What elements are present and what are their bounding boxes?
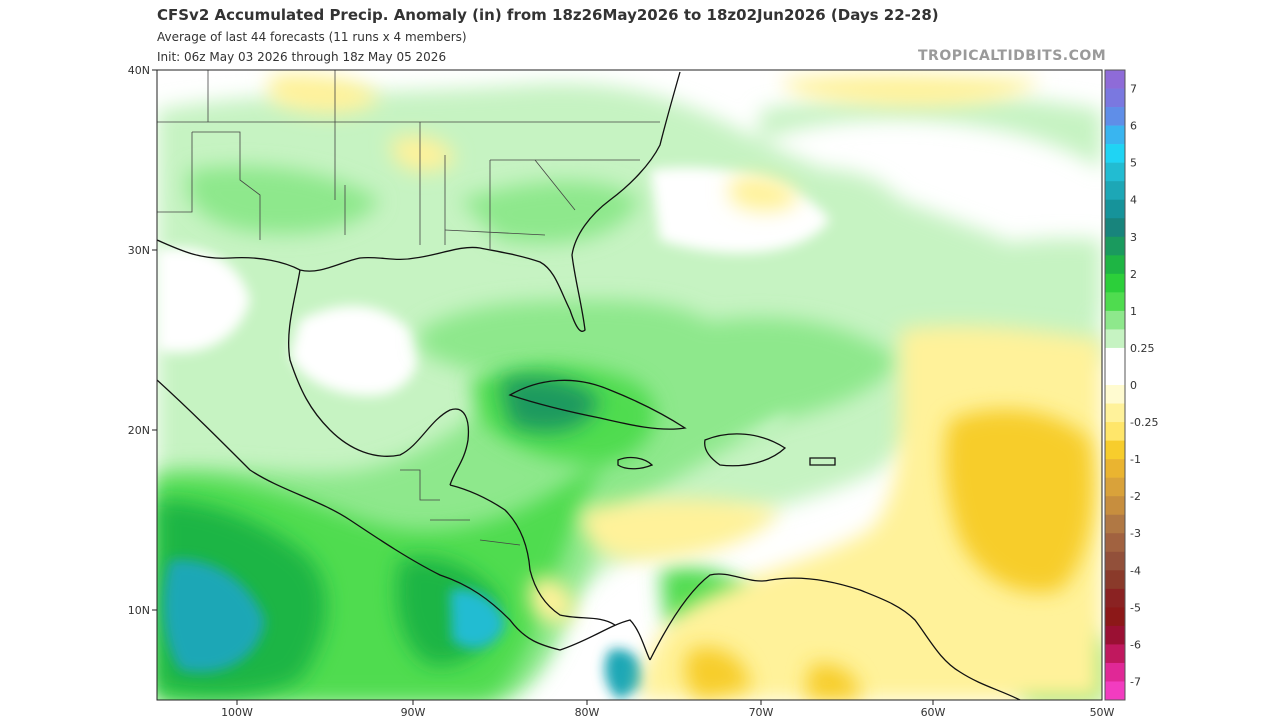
colorbar-swatch (1105, 496, 1125, 516)
colorbar-swatch (1105, 366, 1125, 386)
colorbar-swatch (1105, 70, 1125, 89)
colorbar-swatch (1105, 514, 1125, 534)
colorbar-label: 2 (1130, 268, 1137, 281)
colorbar-label: -2 (1130, 490, 1141, 503)
colorbar-swatch (1105, 181, 1125, 201)
colorbar-label: 0 (1130, 379, 1137, 392)
colorbar-swatch (1105, 607, 1125, 627)
lat-label-10n: 10N (128, 604, 150, 617)
colorbar-label: -6 (1130, 638, 1141, 651)
colorbar-swatch (1105, 347, 1125, 367)
lon-label-70w: 70W (749, 706, 774, 719)
anomaly-field (157, 70, 1102, 700)
brand-watermark: TROPICALTIDBITS.COM (918, 48, 1107, 64)
lon-label-60w: 60W (921, 706, 946, 719)
lat-label-30n: 30N (128, 244, 150, 257)
map-subtitle-init: Init: 06z May 03 2026 through 18z May 05… (157, 50, 447, 64)
colorbar-swatch (1105, 551, 1125, 571)
colorbar-label: 5 (1130, 157, 1137, 170)
lat-label-40n: 40N (128, 64, 150, 77)
colorbar-label: 1 (1130, 305, 1137, 318)
political-borders (157, 70, 660, 546)
coastlines (157, 71, 1021, 700)
colorbar-swatch (1105, 199, 1125, 219)
colorbar-swatch (1105, 255, 1125, 275)
colorbar-swatch (1105, 403, 1125, 423)
colorbar-swatch (1105, 422, 1125, 441)
colorbar-swatch (1105, 329, 1125, 349)
longitude-axis: 100W 90W 80W 70W 60W 50W (221, 700, 1115, 719)
colorbar-swatch (1105, 218, 1125, 238)
colorbar-swatch (1105, 662, 1125, 682)
colorbar-label: -3 (1130, 527, 1141, 540)
colorbar-swatch (1105, 236, 1125, 256)
lon-label-80w: 80W (575, 706, 600, 719)
colorbar-swatch (1105, 625, 1125, 645)
colorbar-label: 3 (1130, 231, 1137, 244)
colorbar-swatch (1105, 570, 1125, 590)
colorbar-swatch (1105, 273, 1125, 293)
colorbar-swatch (1105, 681, 1125, 701)
colorbar-swatch (1105, 440, 1125, 460)
colorbar-swatch (1105, 292, 1125, 312)
map-frame (156, 69, 1103, 701)
colorbar-swatch (1105, 125, 1125, 145)
colorbar-label: 4 (1130, 194, 1137, 207)
colorbar-swatch (1105, 477, 1125, 497)
colorbar-swatch (1105, 162, 1125, 182)
colorbar-swatch (1105, 459, 1125, 478)
colorbar-label: -0.25 (1130, 416, 1158, 429)
colorbar-label: 7 (1130, 83, 1137, 96)
lon-label-50w: 50W (1090, 706, 1115, 719)
colorbar-swatch (1105, 88, 1125, 108)
latitude-axis: 40N 30N 20N 10N (128, 64, 157, 617)
colorbar-swatch (1105, 107, 1125, 126)
colorbar-swatch (1105, 533, 1125, 553)
colorbar-swatch (1105, 144, 1125, 163)
colorbar-swatch (1105, 644, 1125, 664)
colorbar-label: -7 (1130, 675, 1141, 688)
colorbar-swatch (1105, 385, 1125, 404)
colorbar-swatch (1105, 310, 1125, 330)
lat-label-20n: 20N (128, 424, 150, 437)
colorbar-label: -4 (1130, 564, 1141, 577)
colorbar-label: -1 (1130, 453, 1141, 466)
colorbar-frame (1104, 69, 1126, 701)
map-subtitle-forecasts: Average of last 44 forecasts (11 runs x … (157, 30, 467, 44)
colorbar-label: 6 (1130, 120, 1137, 133)
map-title: CFSv2 Accumulated Precip. Anomaly (in) f… (157, 6, 939, 24)
colorbar-swatch (1105, 588, 1125, 608)
colorbar-legend: 7 6 5 4 3 2 1 0.25 0 -0.25 -1 -2 -3 -4 -5 -6 -7 (1104, 69, 1158, 701)
colorbar-label: -5 (1130, 601, 1141, 614)
colorbar-label: 0.25 (1130, 342, 1155, 355)
lon-label-100w: 100W (221, 706, 253, 719)
lon-label-90w: 90W (401, 706, 426, 719)
